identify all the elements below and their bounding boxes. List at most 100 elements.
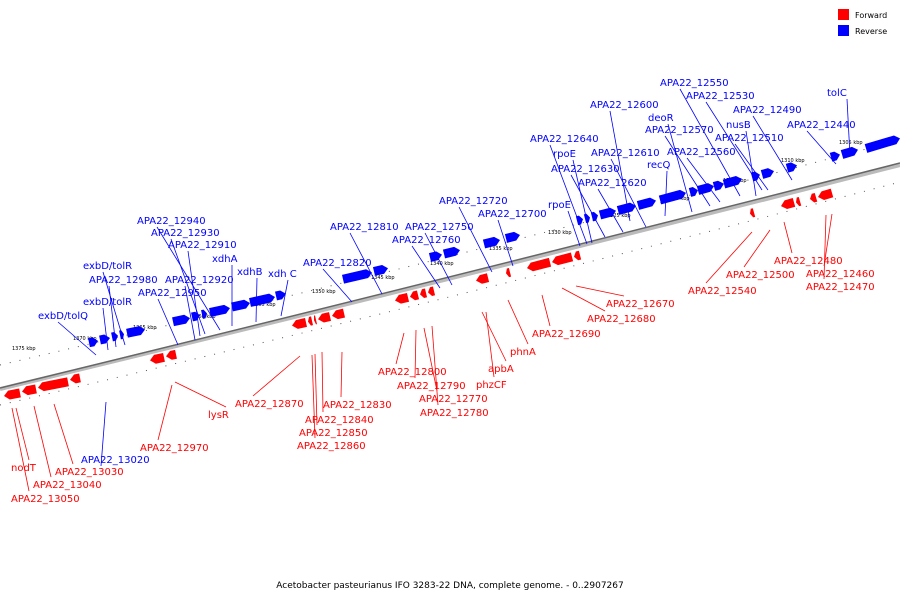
leader-line	[395, 332, 405, 365]
scale-tick-label: 1365 kbp	[133, 325, 157, 331]
reverse-gene-label: APA22_12600	[590, 100, 659, 111]
gene-arrow	[201, 309, 207, 319]
gene-arrow	[275, 290, 286, 301]
legend-forward-label: Forward	[855, 11, 887, 20]
reverse-gene-label: APA22_12620	[578, 178, 647, 189]
forward-gene-label: nodT	[11, 463, 37, 474]
leader-line	[507, 299, 529, 345]
gene-arrow	[313, 315, 318, 325]
forward-gene-label: APA22_13030	[55, 467, 124, 478]
leader-line	[783, 221, 793, 254]
gene-arrow	[810, 192, 818, 203]
gene-arrow	[688, 187, 698, 197]
leader-line	[806, 130, 837, 165]
reverse-gene-label: xdhA	[212, 254, 238, 265]
reverse-gene-label: APA22_12820	[303, 258, 372, 269]
forward-gene-label: APA22_13040	[33, 480, 102, 491]
reverse-gene-label: APA22_12700	[478, 209, 547, 220]
gene-arrow	[172, 314, 190, 327]
forward-swatch	[838, 9, 849, 20]
reverse-gene-label: xdhB	[237, 267, 263, 278]
gene-arrow	[781, 198, 796, 210]
scale-tick-label: 1330 kbp	[548, 230, 572, 236]
leader-line	[33, 405, 52, 478]
reverse-gene-labels: exbD/tolQ exbD/tolR APA22_12980 exbD/tolR AP…	[38, 78, 856, 467]
forward-gene-label: APA22_12480	[774, 256, 843, 267]
forward-gene-label: APA22_12680	[587, 314, 656, 325]
reverse-gene-label: exbD/tolR	[83, 261, 132, 272]
leader-line	[846, 98, 851, 157]
reverse-gene-label: APA22_12910	[168, 240, 237, 251]
gene-arrow	[99, 334, 110, 345]
gene-arrow	[410, 290, 420, 301]
reverse-gene-label: APA22_12490	[733, 105, 802, 116]
forward-gene-label: APA22_12500	[726, 270, 795, 281]
reverse-gene-label: tolC	[827, 88, 847, 99]
gene-arrow	[395, 292, 410, 304]
gene-arrow	[598, 207, 616, 220]
leader-line	[664, 135, 711, 207]
reverse-gene-label: APA22_12720	[439, 196, 508, 207]
gene-arrow	[760, 168, 774, 179]
gene-arrow	[636, 197, 656, 210]
scale-tick-label: 1325 kbp	[607, 213, 631, 219]
leader-line	[423, 327, 438, 392]
scale-tick-label: 1345 kbp	[371, 275, 395, 281]
leader-line	[187, 250, 201, 337]
gene-arrow	[476, 273, 490, 284]
gene-arrow	[231, 299, 250, 312]
leader-line	[734, 143, 769, 191]
forward-gene-label: APA22_12460	[806, 269, 875, 280]
forward-gene-label: APA22_12790	[397, 381, 466, 392]
gene-arrow	[70, 373, 81, 384]
reverse-gene-label: deoR	[648, 113, 674, 124]
leader-line	[705, 231, 753, 284]
backbone	[0, 162, 900, 391]
leader-line	[321, 351, 324, 413]
forward-gene-label: APA22_12670	[606, 299, 675, 310]
forward-gene-label: APA22_12830	[323, 400, 392, 411]
leader-line	[686, 157, 721, 203]
gene-arrow	[504, 231, 520, 243]
reverse-gene-label: APA22_12750	[405, 222, 474, 233]
leader-line	[745, 130, 757, 197]
gene-arrow	[249, 293, 275, 307]
gene-arrow	[150, 353, 165, 364]
gene-arrow	[864, 135, 900, 153]
leader-line	[549, 144, 588, 245]
reverse-gene-label: APA22_12940	[137, 216, 206, 227]
leader-line	[100, 401, 107, 467]
reverse-gene-label: rpoE	[553, 149, 576, 160]
gene-arrow	[552, 252, 574, 266]
reverse-swatch	[838, 25, 849, 36]
leader-line	[102, 307, 109, 351]
reverse-gene-label: APA22_12630	[551, 164, 620, 175]
leader-line	[174, 381, 227, 408]
forward-gene-label: lysR	[208, 410, 229, 421]
gene-arrow	[4, 388, 21, 400]
leader-line	[481, 311, 507, 362]
scale-tick-label: 1355 kbp	[252, 302, 276, 308]
leader-line	[11, 407, 30, 492]
reverse-gene-label: APA22_12920	[165, 275, 234, 286]
gene-arrow	[658, 189, 686, 205]
leader-line	[424, 232, 453, 286]
scale-tick-label: 1350 kbp	[312, 289, 336, 295]
leader-line	[609, 110, 631, 222]
leader-line	[575, 285, 625, 297]
leader-line	[102, 271, 126, 346]
gene-arrow	[840, 146, 858, 159]
leader-line	[411, 245, 441, 289]
leader-line	[572, 159, 593, 244]
reverse-gene-label: APA22_12760	[392, 235, 461, 246]
leader-line	[157, 298, 179, 346]
forward-gene-label: APA22_12770	[419, 394, 488, 405]
reverse-gene-label: exbD/tolR	[83, 297, 132, 308]
gene-arrow	[88, 337, 98, 348]
leader-line	[170, 238, 206, 335]
leader-line	[255, 277, 258, 323]
forward-gene-label: APA22_12470	[806, 282, 875, 293]
legend-reverse-label: Reverse	[855, 27, 887, 36]
leader-line	[322, 268, 353, 303]
